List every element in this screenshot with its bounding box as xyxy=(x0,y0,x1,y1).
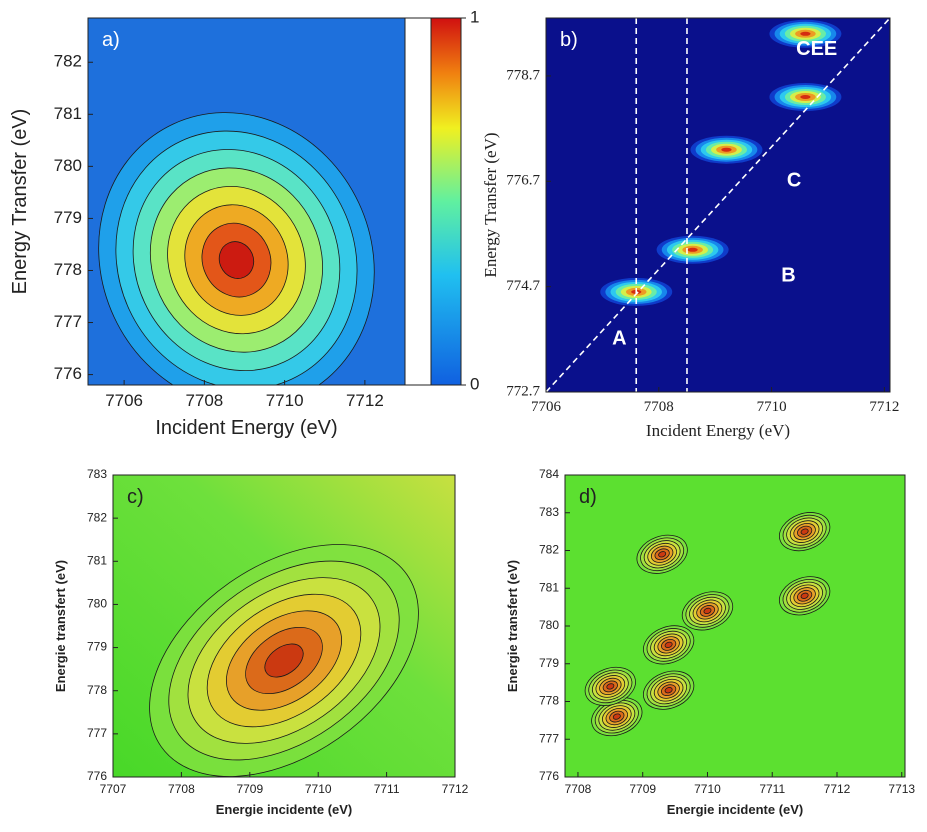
y-tick-label: 780 xyxy=(54,156,82,175)
x-tick-label: 7708 xyxy=(644,399,674,415)
panel-label: c) xyxy=(127,486,144,508)
x-axis-label: Incident Energy (eV) xyxy=(646,421,790,440)
x-tick-label: 7708 xyxy=(168,782,195,796)
contour-level xyxy=(612,713,621,720)
contour-level xyxy=(800,95,811,100)
panel-label: a) xyxy=(102,29,120,51)
y-tick-label: 783 xyxy=(87,467,107,481)
diagonal-line xyxy=(546,18,890,392)
x-tick-label: 7710 xyxy=(757,399,787,415)
y-tick-label: 776 xyxy=(539,769,559,783)
y-tick-label: 776 xyxy=(54,364,82,383)
x-axis-label: Energie incidente (eV) xyxy=(667,802,804,817)
x-axis-label: Energie incidente (eV) xyxy=(216,802,353,817)
contour-area xyxy=(149,544,419,777)
contour-level xyxy=(721,147,732,152)
contour-area xyxy=(98,112,375,385)
x-axis-label: Incident Energy (eV) xyxy=(155,417,337,439)
x-tick-label: 7712 xyxy=(442,782,469,796)
annotation: CEE xyxy=(796,38,837,60)
contour-level xyxy=(800,592,809,599)
y-tick-label: 782 xyxy=(539,543,559,557)
y-tick-label: 781 xyxy=(54,104,82,123)
colorbar-tick-label: 1 xyxy=(470,7,479,26)
x-tick-label: 7712 xyxy=(824,782,851,796)
y-tick-label: 779 xyxy=(87,640,107,654)
panel: d) 7708 7709 7710 7711 7712 7713 776 777 778 779 78… xyxy=(505,467,915,817)
panel: A B C CEE b) 7706 7708 7710 7712 772.7 774.7 776.7 7… xyxy=(481,17,899,440)
y-axis-label: Energy Transfer (eV) xyxy=(481,132,500,277)
y-tick-label: 778 xyxy=(539,694,559,708)
panel: c) 7707 7708 7709 7710 7711 7712 776 777 778 779 78… xyxy=(53,467,469,817)
y-tick-label: 780 xyxy=(87,597,107,611)
y-tick-label: 778 xyxy=(87,683,107,697)
colorbar xyxy=(430,17,462,386)
y-tick-label: 776.7 xyxy=(506,173,540,189)
x-tick-label: 7712 xyxy=(869,399,899,415)
y-tick-label: 782 xyxy=(87,510,107,524)
panel-label: b) xyxy=(560,29,578,51)
contour-level xyxy=(218,241,255,279)
contour-level xyxy=(800,528,809,535)
y-axis-label: Energy Transfer (eV) xyxy=(9,109,31,295)
x-tick-label: 7711 xyxy=(759,782,785,796)
y-tick-label: 779 xyxy=(54,208,82,227)
y-tick-label: 779 xyxy=(539,656,559,670)
contour-level xyxy=(264,643,304,678)
panel: a) 7706 7708 7710 7712 776 777 778 779 780 781 782 I… xyxy=(9,7,479,439)
y-axis-label: Energie transfert (eV) xyxy=(53,560,68,692)
panel-label: d) xyxy=(579,486,597,508)
contour-level xyxy=(664,687,673,694)
y-tick-label: 782 xyxy=(54,52,82,71)
x-tick-label: 7708 xyxy=(185,391,223,410)
y-tick-label: 778 xyxy=(54,260,82,279)
contour-area xyxy=(546,18,890,392)
x-tick-label: 7711 xyxy=(374,782,400,796)
colorbar-tick-label: 0 xyxy=(470,374,479,393)
contour-level xyxy=(703,607,712,615)
y-tick-label: 781 xyxy=(87,553,107,567)
x-tick-label: 7710 xyxy=(305,782,332,796)
x-tick-label: 7706 xyxy=(531,399,562,415)
x-tick-label: 7710 xyxy=(694,782,721,796)
y-axis-label: Energie transfert (eV) xyxy=(505,560,520,692)
y-tick-label: 777 xyxy=(539,731,559,745)
x-tick-label: 7709 xyxy=(236,782,263,796)
x-tick-label: 7706 xyxy=(105,391,143,410)
contour-level xyxy=(687,247,698,252)
colorbar-gap xyxy=(404,17,432,386)
contour-level xyxy=(800,31,811,36)
annotation: B xyxy=(781,264,795,286)
y-tick-label: 776 xyxy=(87,769,107,783)
x-tick-label: 7713 xyxy=(888,782,915,796)
x-tick-label: 7708 xyxy=(565,782,592,796)
annotation: C xyxy=(787,170,801,192)
y-tick-label: 774.7 xyxy=(506,278,540,294)
x-tick-label: 7709 xyxy=(629,782,656,796)
plot-frame xyxy=(112,474,456,778)
y-tick-label: 783 xyxy=(539,505,559,519)
annotation: A xyxy=(612,328,626,350)
y-tick-label: 778.7 xyxy=(506,67,540,83)
x-tick-label: 7707 xyxy=(100,782,127,796)
y-tick-label: 784 xyxy=(539,467,559,481)
contour-area xyxy=(584,512,831,737)
contour-level xyxy=(606,683,615,690)
contour-level xyxy=(658,551,667,558)
x-tick-label: 7710 xyxy=(266,391,304,410)
y-tick-label: 780 xyxy=(539,618,559,632)
y-tick-label: 772.7 xyxy=(506,383,540,399)
y-tick-label: 777 xyxy=(54,312,82,331)
x-tick-label: 7712 xyxy=(346,391,384,410)
y-tick-label: 781 xyxy=(539,580,559,594)
plot-frame xyxy=(545,17,891,393)
contour-level xyxy=(664,641,673,649)
y-tick-label: 777 xyxy=(87,726,107,740)
